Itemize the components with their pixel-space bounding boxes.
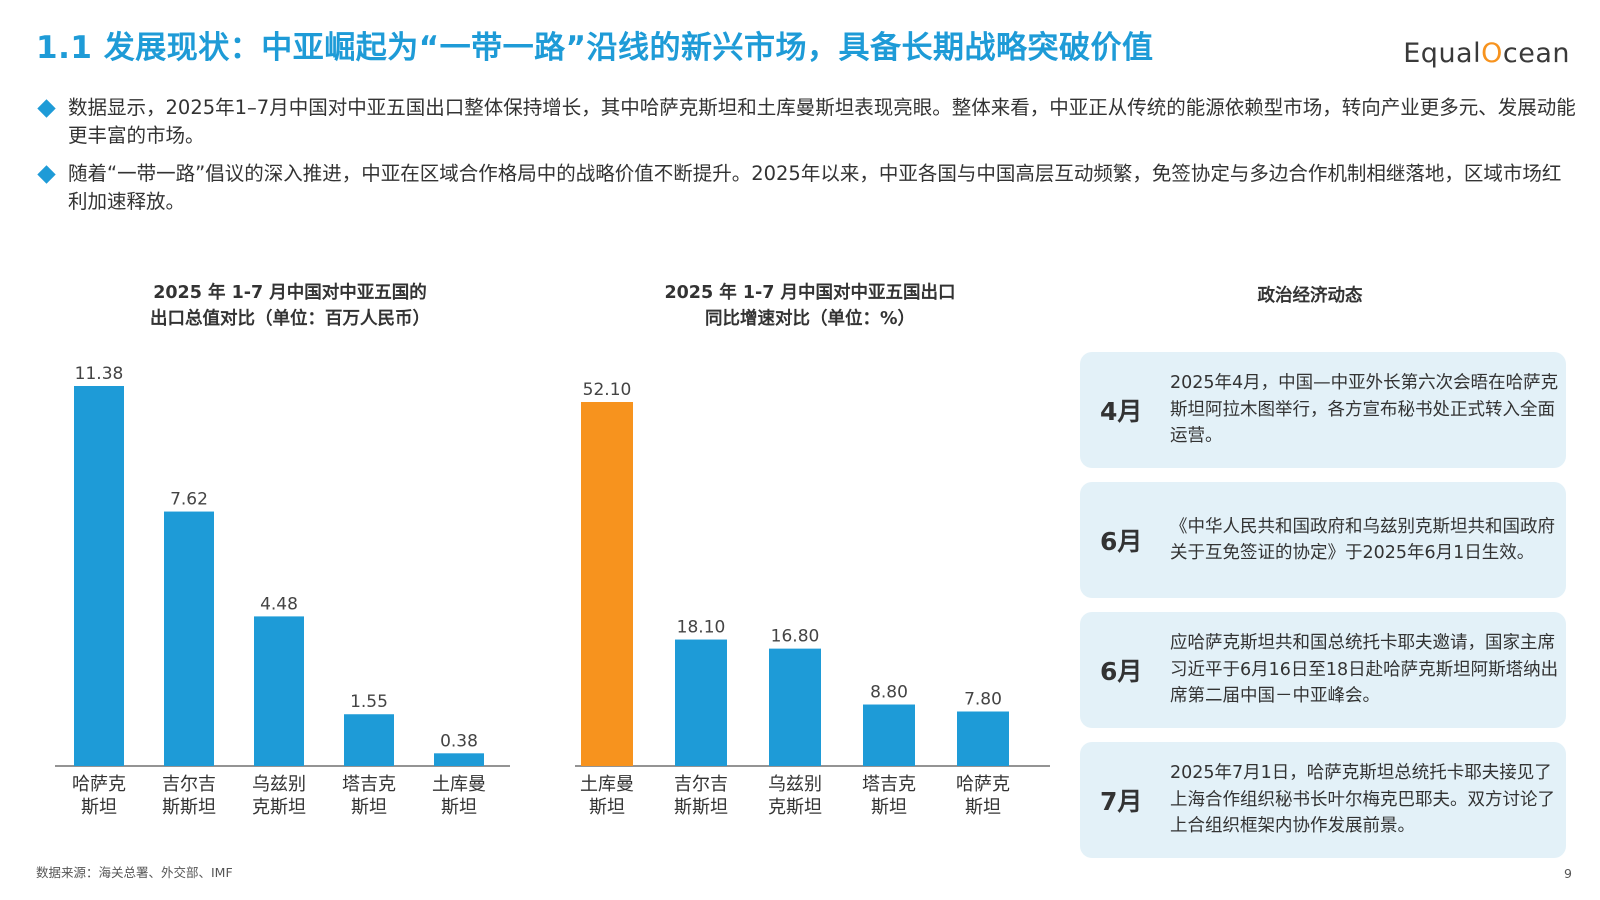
summary-bullets: 数据显示，2025年1–7月中国对中亚五国出口整体保持增长，其中哈萨克斯坦和土库… [36, 94, 1576, 226]
event-card: 6月 《中华人民共和国政府和乌兹别克斯坦共和国政府关于互免签证的协定》于2025… [1080, 482, 1566, 598]
event-card: 7月 2025年7月1日，哈萨克斯坦总统托卡耶夫接见了上海合作组织秘书长叶尔梅克… [1080, 742, 1566, 858]
bullet-text: 数据显示，2025年1–7月中国对中亚五国出口整体保持增长，其中哈萨克斯坦和土库… [68, 96, 1576, 147]
bullet-item: 随着“一带一路”倡议的深入推进，中亚在区域合作格局中的战略价值不断提升。2025… [36, 160, 1576, 216]
bar [254, 616, 304, 766]
bar-value-label: 52.10 [583, 380, 632, 400]
category-tick-label: 乌兹别 [768, 774, 822, 795]
bar-value-label: 7.80 [964, 690, 1002, 710]
category-tick-label: 塔吉克 [862, 774, 916, 795]
bar [164, 511, 214, 766]
bullet-item: 数据显示，2025年1–7月中国对中亚五国出口整体保持增长，其中哈萨克斯坦和土库… [36, 94, 1576, 150]
event-card: 4月 2025年4月，中国—中亚外长第六次会晤在哈萨克斯坦阿拉木图举行，各方宣布… [1080, 352, 1566, 468]
event-description-text: 应哈萨克斯坦共和国总统托卡耶夫邀请，国家主席习近平于6月16日至18日赴哈萨克斯… [1170, 633, 1559, 707]
bar-value-label: 7.62 [170, 490, 208, 510]
bullet-text: 随着“一带一路”倡议的深入推进，中亚在区域合作格局中的战略价值不断提升。2025… [68, 162, 1562, 213]
category-tick-label: 塔吉克 [342, 774, 396, 795]
category-tick-label: 土库曼 [580, 774, 634, 795]
chart1-title-line2: 出口总值对比（单位：百万人民币） [150, 309, 430, 329]
bar-value-label: 11.38 [75, 364, 124, 384]
event-description: 2025年4月，中国—中亚外长第六次会晤在哈萨克斯坦阿拉木图举行，各方宣布秘书处… [1170, 352, 1562, 468]
category-tick-label: 斯坦 [81, 797, 117, 818]
diamond-bullet-icon [37, 165, 56, 184]
chart2-title-line2: 同比增速对比（单位：%） [704, 309, 916, 329]
logo-text-3: cean [1502, 38, 1570, 69]
event-description-text: 《中华人民共和国政府和乌兹别克斯坦共和国政府关于互免签证的协定》于2025年6月… [1170, 516, 1555, 564]
category-tick-label: 斯坦 [871, 797, 907, 818]
category-tick-label: 哈萨克 [72, 774, 126, 795]
bar [581, 402, 633, 766]
event-card: 6月 应哈萨克斯坦共和国总统托卡耶夫邀请，国家主席习近平于6月16日至18日赴哈… [1080, 612, 1566, 728]
category-tick-label: 斯斯坦 [674, 797, 728, 818]
category-tick-label: 克斯坦 [768, 797, 822, 818]
diamond-bullet-icon [37, 99, 56, 118]
logo-text-2: O [1481, 38, 1503, 69]
bar [863, 704, 915, 766]
category-tick-label: 吉尔吉 [162, 774, 216, 795]
bar [434, 753, 484, 766]
event-month: 6月 [1100, 657, 1143, 686]
category-tick-label: 斯斯坦 [162, 797, 216, 818]
equalocean-logo: EqualOcean [1403, 38, 1570, 69]
page-number: 9 [1564, 866, 1572, 881]
event-month: 4月 [1100, 397, 1143, 426]
category-tick-label: 斯坦 [441, 797, 477, 818]
bar [675, 639, 727, 766]
bar-value-label: 18.10 [677, 618, 726, 638]
category-tick-label: 土库曼 [432, 774, 486, 795]
bar-value-label: 8.80 [870, 683, 908, 703]
event-description: 《中华人民共和国政府和乌兹别克斯坦共和国政府关于互免签证的协定》于2025年6月… [1170, 482, 1562, 598]
bar-value-label: 4.48 [260, 594, 298, 614]
event-description: 2025年7月1日，哈萨克斯坦总统托卡耶夫接见了上海合作组织秘书长叶尔梅克巴耶夫… [1170, 742, 1562, 858]
bar-value-label: 1.55 [350, 692, 388, 712]
chart1-title-line1: 2025 年 1-7 月中国对中亚五国的 [153, 283, 427, 303]
category-tick-label: 斯坦 [965, 797, 1001, 818]
bar [74, 386, 124, 766]
logo-text-1: Equal [1403, 38, 1482, 69]
event-description-text: 2025年7月1日，哈萨克斯坦总统托卡耶夫接见了上海合作组织秘书长叶尔梅克巴耶夫… [1170, 763, 1555, 837]
category-tick-label: 克斯坦 [252, 797, 306, 818]
export-value-bar-chart: 11.38哈萨克斯坦7.62吉尔吉斯斯坦4.48乌兹别克斯坦1.55塔吉克斯坦0… [55, 364, 510, 818]
panel-title: 政治经济动态 [1257, 286, 1363, 306]
event-description: 应哈萨克斯坦共和国总统托卡耶夫邀请，国家主席习近平于6月16日至18日赴哈萨克斯… [1170, 612, 1562, 728]
event-month: 7月 [1100, 787, 1143, 816]
category-tick-label: 吉尔吉 [674, 774, 728, 795]
category-tick-label: 哈萨克 [956, 774, 1010, 795]
chart1-title: 2025 年 1-7 月中国对中亚五国的 出口总值对比（单位：百万人民币） [60, 280, 520, 332]
bar-value-label: 16.80 [771, 627, 820, 647]
category-tick-label: 乌兹别 [252, 774, 306, 795]
export-growth-bar-chart: 52.10土库曼斯坦18.10吉尔吉斯斯坦16.80乌兹别克斯坦8.80塔吉克斯… [575, 380, 1050, 818]
chart2-title-line1: 2025 年 1-7 月中国对中亚五国出口 [664, 283, 956, 303]
bar-value-label: 0.38 [440, 731, 478, 751]
bar [344, 714, 394, 766]
data-source: 数据来源：海关总署、外交部、IMF [36, 865, 233, 880]
category-tick-label: 斯坦 [589, 797, 625, 818]
event-month: 6月 [1100, 527, 1143, 556]
page-title: 1.1 发展现状：中亚崛起为“一带一路”沿线的新兴市场，具备长期战略突破价值 [36, 30, 1154, 66]
bar [957, 711, 1009, 766]
category-tick-label: 斯坦 [351, 797, 387, 818]
chart2-title: 2025 年 1-7 月中国对中亚五国出口 同比增速对比（单位：%） [575, 280, 1045, 332]
bar [769, 648, 821, 766]
event-description-text: 2025年4月，中国—中亚外长第六次会晤在哈萨克斯坦阿拉木图举行，各方宣布秘书处… [1170, 373, 1559, 447]
